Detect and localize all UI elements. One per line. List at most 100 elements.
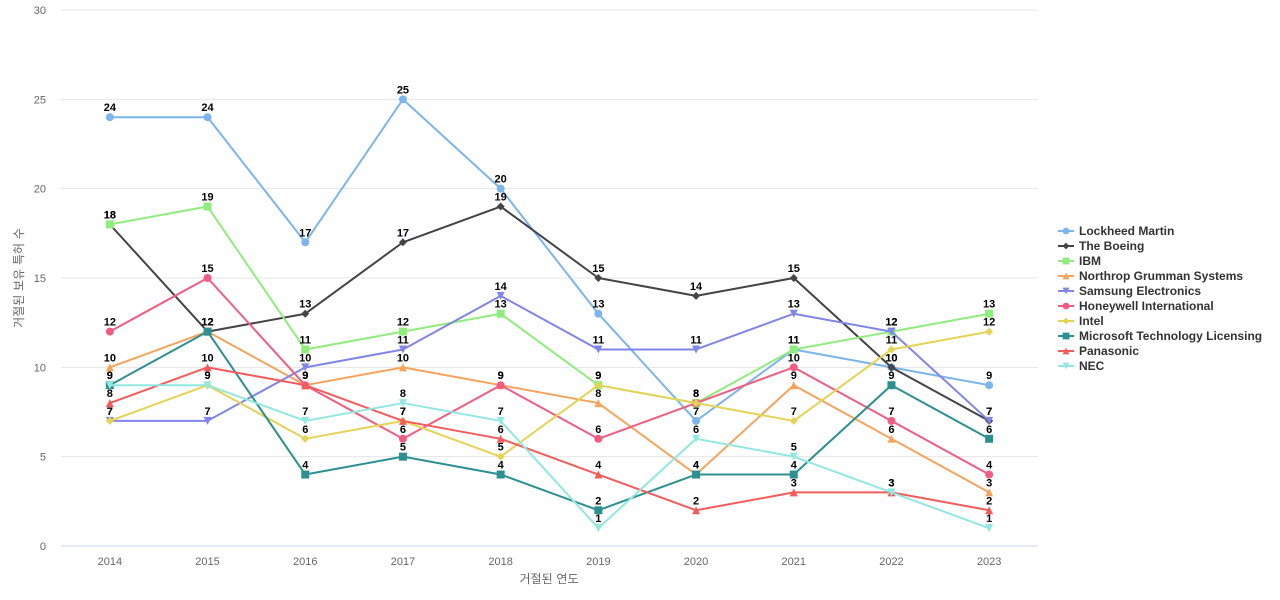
data-point-marker [398,363,407,372]
data-label: 10 [885,352,897,364]
legend-item[interactable]: Intel [1058,313,1262,328]
data-point-marker [301,470,310,479]
data-point-marker [1062,347,1070,354]
data-label: 2 [693,495,699,507]
data-label: 7 [498,406,504,418]
legend-item[interactable]: IBM [1058,253,1262,268]
legend-symbol-icon [1058,332,1074,339]
legend-item[interactable]: Northrop Grumman Systems [1058,268,1262,283]
data-point-marker [203,274,212,282]
data-label: 7 [107,406,113,418]
data-label: 7 [986,406,992,418]
legend-label: Samsung Electronics [1079,283,1202,298]
data-label: 7 [888,406,894,418]
data-point-marker [203,381,212,390]
data-point-marker [301,238,310,247]
legend-symbol-icon [1058,317,1074,324]
data-label: 8 [693,388,699,400]
legend-item[interactable]: Microsoft Technology Licensing [1058,328,1262,343]
series-line [108,366,991,512]
data-label: 3 [888,477,894,489]
data-label: 9 [498,370,504,382]
data-point-marker [789,274,798,282]
data-point-marker [1062,272,1070,279]
legend-item[interactable]: Lockheed Martin [1058,223,1262,238]
data-point-marker [105,113,114,122]
data-point-marker [985,488,994,497]
data-point-marker [203,327,212,336]
data-label: 11 [788,334,800,346]
data-point-marker [1062,362,1070,369]
data-point-marker [105,220,114,229]
data-label: 7 [400,406,406,418]
data-label: 4 [302,460,309,472]
data-point-marker [985,434,994,443]
series-8 [105,363,994,515]
series-lines [105,95,994,533]
data-label: 5 [791,442,797,454]
x-tick-label: 2021 [782,556,806,568]
data-labels: 24 24172520137111091812131719151415107181… [104,84,996,525]
data-label: 9 [791,370,797,382]
data-point-marker [887,381,896,390]
data-label: 14 [690,281,703,293]
legend-item[interactable]: Honeywell International [1058,298,1262,313]
data-label: 10 [201,352,213,364]
y-tick-label: 5 [40,452,46,464]
data-label: 2 [986,495,992,507]
data-label: 6 [986,424,992,436]
x-tick-label: 2020 [684,556,708,568]
data-label: 11 [886,334,898,346]
x-tick-label: 2018 [488,556,512,568]
data-point-marker [301,434,310,443]
data-label: 7 [107,406,113,418]
data-label: 9 [302,370,308,382]
legend-label: The Boeing [1079,238,1145,253]
legend-symbol-icon [1058,227,1074,234]
data-point-marker [594,309,603,318]
data-label: 4 [498,460,505,472]
data-point-marker [105,399,114,408]
data-point-marker [692,416,701,425]
data-point-marker [887,488,896,497]
data-point-marker [1062,227,1070,234]
data-point-marker [496,416,505,425]
data-label: 10 [885,352,897,364]
data-point-marker [1062,257,1070,264]
data-point-marker [1062,317,1070,324]
legend-item[interactable]: Samsung Electronics [1058,283,1262,298]
legend-label: NEC [1079,358,1105,373]
data-point-marker [692,345,701,354]
data-label: 12 [104,317,116,329]
legend-item[interactable]: Panasonic [1058,343,1262,358]
data-point-marker [789,452,798,461]
data-point-marker [301,345,310,354]
data-label: 3 [791,477,797,489]
data-point-marker [887,434,896,443]
data-point-marker [887,327,896,336]
data-point-marker [105,416,114,425]
legend-item[interactable]: The Boeing [1058,238,1262,253]
data-label: 9 [595,370,601,382]
data-point-marker [203,363,212,372]
data-label: 8 [400,388,406,400]
data-point-marker [692,470,701,479]
data-point-marker [985,309,994,318]
data-point-marker [985,470,994,479]
data-label: 9 [204,370,210,382]
series-0 [105,95,994,425]
data-point-marker [594,524,603,533]
series-line [108,205,991,422]
data-label: 5 [400,442,406,454]
data-label: 13 [592,299,604,311]
data-label: 18 [104,209,116,221]
y-axis-title: 거절된 보유 특허 수 [12,228,26,328]
data-point-marker [105,327,114,336]
data-point-marker [692,506,701,515]
data-label: 12 [397,317,409,329]
data-label: 19 [201,192,213,204]
legend-symbol-icon [1058,302,1074,309]
legend-item[interactable]: NEC [1058,358,1262,373]
y-tick-label: 25 [34,94,46,106]
